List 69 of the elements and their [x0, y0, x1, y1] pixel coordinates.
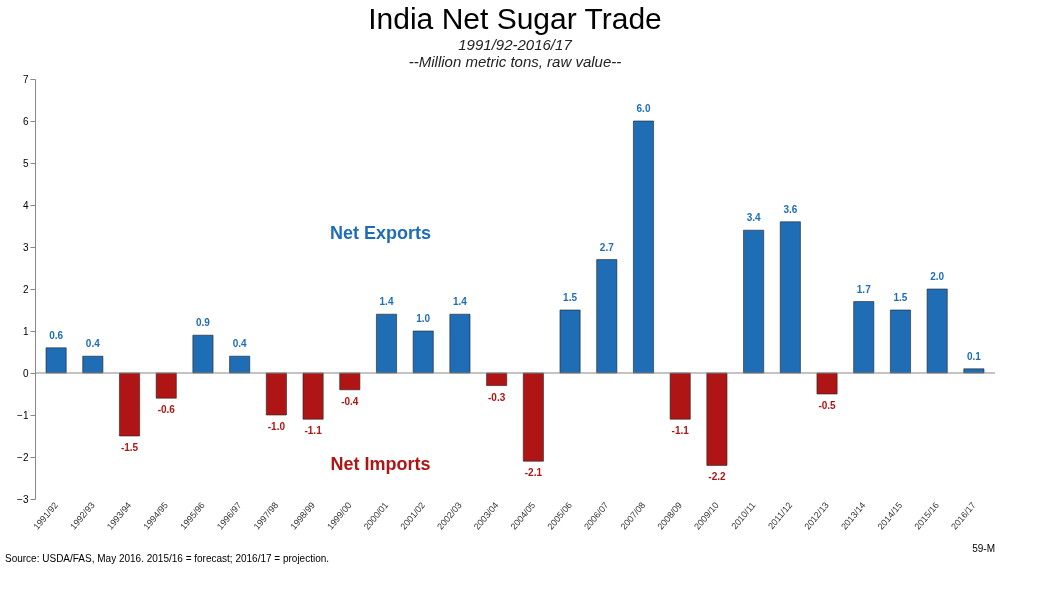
data-label: -0.4	[341, 395, 359, 407]
chart-title: India Net Sugar Trade	[368, 2, 662, 35]
bar	[82, 355, 104, 374]
data-label: -2.2	[708, 471, 726, 483]
data-label: 6.0	[636, 103, 651, 114]
y-tick-label: 2	[22, 283, 29, 295]
data-label: -0.6	[157, 404, 176, 416]
y-tick-label: 4	[22, 199, 29, 211]
bar	[633, 120, 654, 374]
y-tick-label: −3	[17, 493, 29, 505]
bar	[449, 313, 471, 374]
data-label: 1.7	[856, 283, 872, 295]
data-label: -1.1	[304, 425, 323, 437]
y-tick-label: −2	[17, 451, 29, 463]
data-label: 1.5	[563, 292, 578, 303]
bar	[559, 309, 581, 374]
bar	[853, 301, 875, 374]
bar	[376, 313, 397, 374]
data-label: 0.9	[196, 317, 211, 329]
data-label: -1.5	[120, 442, 139, 453]
data-label: 2.0	[930, 271, 945, 282]
bar	[302, 372, 324, 420]
data-label: 3.4	[746, 212, 762, 224]
data-label: 0.4	[232, 338, 248, 350]
bar	[522, 372, 544, 462]
text: 59-M	[972, 543, 995, 554]
bar	[779, 221, 801, 374]
bar	[229, 355, 251, 374]
data-label: 0.4	[85, 338, 101, 350]
y-tick-label: 0	[22, 367, 29, 379]
bar	[155, 372, 177, 399]
y-tick-label: 1	[22, 325, 29, 337]
y-tick-label: 5	[22, 157, 29, 169]
source-note: Source: USDA/FAS, May 2016. 2015/16 = forecast; 2016/17 = projection.	[5, 553, 330, 564]
annotation: Net Imports	[330, 454, 431, 475]
bar	[743, 229, 765, 374]
bar	[706, 372, 728, 466]
bar	[816, 372, 838, 395]
y-tick-label: −1	[17, 409, 29, 421]
data-label: -1.0	[267, 421, 286, 432]
text: 1991/92-2016/17	[458, 36, 572, 53]
data-label: 1.5	[893, 292, 908, 303]
bar	[45, 347, 67, 374]
bar	[596, 259, 618, 374]
data-label: 0.6	[49, 329, 64, 341]
y-tick-label: 6	[22, 115, 29, 127]
data-label: 3.6	[783, 203, 798, 215]
annotation: Net Exports	[330, 223, 432, 244]
data-label: -0.5	[818, 400, 837, 411]
data-label: 1.0	[416, 313, 431, 324]
bar	[669, 372, 691, 420]
data-label: 1.4	[452, 296, 468, 308]
bar	[486, 372, 508, 386]
bar	[412, 330, 434, 374]
bar	[265, 372, 287, 416]
text: --Million metric tons, raw value--	[408, 53, 622, 70]
bar	[192, 334, 214, 374]
data-label: 0.1	[966, 350, 982, 362]
data-label: -1.1	[671, 425, 690, 437]
data-label: 2.7	[599, 241, 615, 253]
y-tick-label: 7	[22, 73, 29, 85]
bar	[339, 372, 361, 391]
data-label: 1.4	[379, 296, 394, 308]
bar	[119, 372, 140, 437]
y-tick-label: 3	[22, 241, 29, 253]
data-label: -0.3	[488, 391, 506, 403]
bar	[926, 288, 948, 374]
bar	[890, 309, 911, 374]
data-label: -2.1	[524, 467, 543, 479]
